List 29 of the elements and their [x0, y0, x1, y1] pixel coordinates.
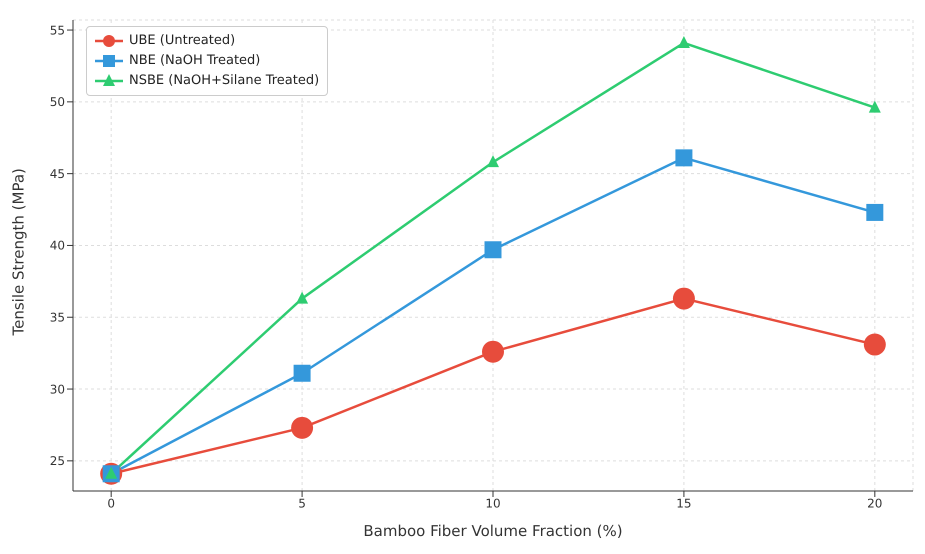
point: [675, 149, 692, 166]
point: [866, 204, 884, 221]
point: [868, 100, 881, 113]
point: [484, 241, 502, 258]
y-tick-label: 35: [50, 310, 65, 325]
y-tick-label: 40: [50, 238, 65, 253]
point: [864, 334, 886, 356]
legend-label: NBE (NaOH Treated): [129, 52, 260, 70]
x-tick-label: 5: [298, 496, 306, 511]
legend-label: UBE (Untreated): [129, 32, 236, 50]
point: [294, 364, 311, 382]
x-tick-label: 10: [485, 496, 501, 511]
point: [678, 36, 690, 48]
point: [672, 288, 695, 310]
point: [296, 292, 308, 304]
point: [482, 340, 504, 363]
x-tick-label: 15: [676, 496, 692, 511]
y-tick-label: 50: [50, 95, 65, 110]
point: [291, 416, 314, 439]
legend-label: NSBE (NaOH+Silane Treated): [129, 72, 320, 90]
y-tick-label: 25: [50, 454, 65, 468]
y-tick-label: 30: [50, 382, 65, 396]
x-tick-label: 20: [867, 496, 882, 511]
y-tick-label: 55: [50, 23, 65, 38]
point: [487, 155, 499, 168]
x-tick-label: 0: [107, 496, 115, 511]
y-axis-title: Tensile Strength (MPa): [9, 168, 28, 336]
y-tick-label: 45: [50, 166, 65, 181]
x-axis-title: Bamboo Fiber Volume Fraction (%): [363, 522, 623, 540]
